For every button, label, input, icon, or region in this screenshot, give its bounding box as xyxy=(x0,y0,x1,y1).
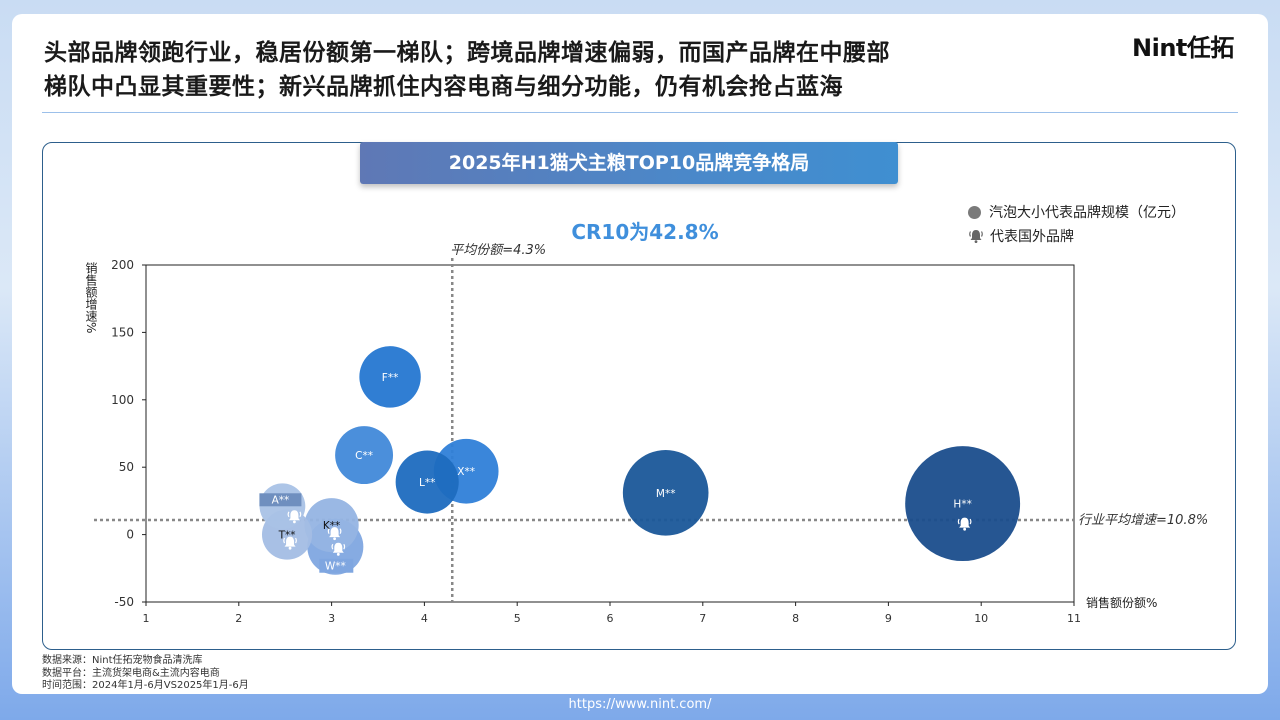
avg-share-label: 平均份额=4.3% xyxy=(450,243,546,258)
bubble-label-x: X** xyxy=(457,466,475,478)
y-tick-label: 150 xyxy=(111,325,134,339)
brand-logo: Nint任拓 xyxy=(1132,34,1234,62)
y-tick-label: 50 xyxy=(119,460,134,474)
cr10-label: CR10为42.8% xyxy=(571,220,719,244)
x-tick-label: 1 xyxy=(143,612,150,625)
chart-title: 2025年H1猫犬主粮TOP10品牌竞争格局 xyxy=(360,142,898,184)
bell-icon xyxy=(283,536,297,550)
bell-icon xyxy=(957,517,972,531)
y-axis-label: 销售额增速% xyxy=(84,262,98,334)
legend-item-bubble: 汽泡大小代表品牌规模（亿元） xyxy=(968,200,1185,224)
x-axis-label: 销售额份额% xyxy=(1086,595,1157,610)
y-tick-label: 100 xyxy=(111,393,134,407)
x-tick-label: 7 xyxy=(699,612,706,625)
bubble-label-l: L** xyxy=(419,477,435,489)
x-tick-label: 11 xyxy=(1067,612,1081,625)
bell-icon xyxy=(327,527,342,541)
footer-url[interactable]: https://www.nint.com/ xyxy=(568,697,712,712)
bubble-h xyxy=(905,446,1021,562)
bubble-label-f: F** xyxy=(382,372,399,384)
footer-source: 数据来源：Nint任拓宠物食品清洗库 xyxy=(42,655,203,666)
bubble-label-w: W** xyxy=(325,561,346,573)
bubble-label-c: C** xyxy=(355,450,373,462)
chart-panel xyxy=(42,142,1236,650)
bubble-label-m: M** xyxy=(656,488,676,500)
headline-line-1: 头部品牌领跑行业，稳居份额第一梯队；跨境品牌增速偏弱，而国产品牌在中腰部 xyxy=(44,40,890,66)
bubble-k xyxy=(304,498,359,553)
bell-icon xyxy=(331,542,346,556)
x-tick-label: 9 xyxy=(885,612,892,625)
avg-growth-label: 行业平均增速=10.8% xyxy=(1078,513,1208,528)
x-tick-label: 2 xyxy=(235,612,242,625)
x-tick-label: 3 xyxy=(328,612,335,625)
footer-platform: 数据平台：主流货架电商&主流内容电商 xyxy=(42,667,220,679)
bubble-m xyxy=(622,449,709,536)
y-tick-label: 0 xyxy=(126,528,134,542)
bell-icon xyxy=(968,228,984,244)
bubble-c xyxy=(335,426,394,485)
legend-item-foreign: 代表国外品牌 xyxy=(968,224,1185,248)
label-bg-w xyxy=(319,558,354,573)
bubble-label-h: H** xyxy=(953,499,971,511)
bubble-l xyxy=(395,450,459,514)
footer-notes: 数据来源：Nint任拓宠物食品清洗库 数据平台：主流货架电商&主流内容电商 时间… xyxy=(42,655,249,693)
legend-bubble-label: 汽泡大小代表品牌规模（亿元） xyxy=(989,205,1185,221)
bubble-f xyxy=(359,346,421,408)
y-tick-label: 200 xyxy=(111,258,134,272)
x-tick-label: 6 xyxy=(607,612,614,625)
label-bg-a xyxy=(259,493,302,507)
headline: 头部品牌领跑行业，稳居份额第一梯队；跨境品牌增速偏弱，而国产品牌在中腰部 梯队中… xyxy=(44,36,1064,104)
divider xyxy=(42,112,1238,113)
legend-foreign-label: 代表国外品牌 xyxy=(990,229,1074,245)
x-tick-label: 10 xyxy=(974,612,988,625)
footer-period: 时间范围：2024年1月-6月VS2025年1月-6月 xyxy=(42,680,249,691)
bubble-label-a: A** xyxy=(272,494,290,506)
x-tick-label: 8 xyxy=(792,612,799,625)
bell-icon xyxy=(287,510,302,524)
headline-line-2: 梯队中凸显其重要性；新兴品牌抓住内容电商与细分功能，仍有机会抢占蓝海 xyxy=(44,74,843,100)
circle-icon xyxy=(968,205,981,219)
legend: 汽泡大小代表品牌规模（亿元） 代表国外品牌 xyxy=(968,200,1185,248)
x-tick-label: 5 xyxy=(514,612,521,625)
x-tick-label: 4 xyxy=(421,612,428,625)
y-tick-label: -50 xyxy=(114,595,134,609)
